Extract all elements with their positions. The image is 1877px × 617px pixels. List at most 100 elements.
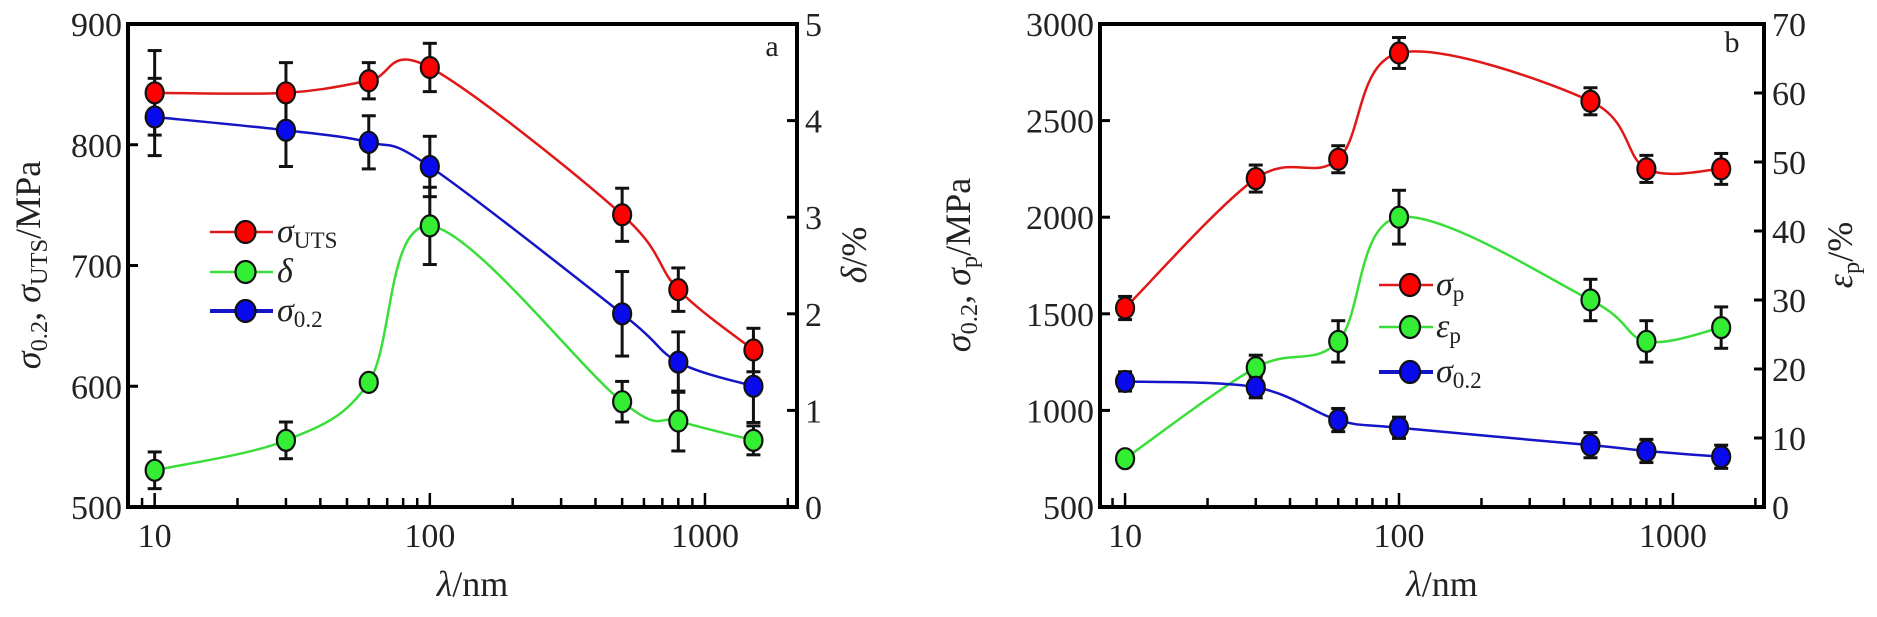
y-right-tick-label: 40 [1772,214,1806,251]
text-segment: UTS [26,239,53,285]
text-segment: 0.2 [956,304,983,335]
data-point [144,81,165,105]
x-tick-label: 1000 [671,518,739,555]
y-left-axis-title: σ0.2, σUTS/MPa [8,161,53,369]
panel-label: b [1725,26,1740,59]
data-point [1245,356,1266,380]
y-left-tick-label: 3000 [1026,7,1094,44]
data-point [358,69,379,93]
data-point [743,374,764,398]
text-segment: , [8,303,48,321]
text-segment: σ [277,292,295,329]
y-right-tick-label: 5 [805,7,822,44]
y-right-axis-title: εp/% [1820,222,1865,288]
legend-label: σ0.2 [277,292,323,333]
data-point [1388,205,1410,229]
legend-label: εp [1436,308,1461,349]
data-point [1580,288,1601,312]
text-segment: /MPa [8,161,48,239]
text-segment: ε [1820,273,1860,288]
legend-marker [1398,272,1422,298]
data-point [275,81,297,105]
y-right-tick-label: 2 [805,297,822,334]
text-segment: σ [1436,353,1454,390]
series-line [1124,50,1722,309]
text-segment: /nm [452,564,508,604]
y-left-tick-label: 900 [71,7,122,44]
data-point [1580,89,1601,113]
text-segment: /% [1820,222,1860,262]
text-segment: /MPa [938,178,978,256]
text-segment: σ [1436,266,1454,303]
y-right-tick-label: 1 [805,393,822,430]
data-point [668,350,689,374]
data-point [144,458,165,482]
legend-label: σ0.2 [1436,353,1482,394]
text-segment: UTS [294,228,338,254]
data-point [1388,41,1410,65]
plot-frame [126,22,799,509]
text-segment: , [938,286,978,304]
text-segment: 0.2 [1453,368,1482,394]
data-point [1328,408,1349,432]
data-point [612,203,633,227]
plot-frame [1098,22,1766,509]
text-segment: p [1838,262,1865,274]
x-axis-title: λ/nm [436,564,509,604]
y-left-tick-label: 1500 [1026,297,1094,334]
text-segment: p [1449,323,1461,349]
text-segment: σ [938,267,978,286]
y-right-tick-label: 4 [805,104,822,141]
text-segment: σ [8,350,48,369]
y-left-tick-label: 500 [71,490,122,527]
y-right-tick-label: 20 [1772,352,1806,389]
series-line [154,115,754,388]
text-segment: /nm [1422,564,1478,604]
text-segment: δ [834,265,874,283]
data-point [1711,316,1732,340]
text-segment: p [956,256,983,268]
y-right-axis-title: δ/% [834,227,874,284]
text-segment: 0.2 [26,321,53,352]
panel-label: a [765,30,778,63]
data-point [358,370,379,394]
y-right-tick-label: 70 [1772,7,1806,44]
y-left-tick-label: 600 [71,369,122,406]
data-point [1114,447,1136,471]
legend-marker [234,259,257,285]
data-point [1636,329,1657,353]
chart-panel-b: 10 100 1000 500 1000 1500 2000 2500 3000 0 10 20 30 4… [938,7,1865,604]
y-left-tick-label: 1000 [1026,393,1094,430]
data-point [1711,445,1732,469]
data-point [1328,329,1349,353]
text-segment: δ [277,253,294,290]
legend-marker [1398,314,1422,340]
text-segment: λ [1405,564,1422,604]
legend-marker [1398,359,1422,385]
legend-label: σUTS [277,213,337,254]
legend-marker [234,298,257,324]
text-segment: σ [277,213,295,250]
text-segment: σ [938,333,978,352]
y-right-tick-label: 0 [1772,490,1789,527]
legend-marker [234,219,257,245]
x-tick-label: 1000 [1639,518,1707,555]
data-point [1388,416,1410,440]
data-point [144,105,165,129]
data-point [419,214,440,238]
data-point [1636,439,1657,463]
data-point [275,118,297,142]
text-segment: λ [436,564,453,604]
series-line [1124,215,1722,460]
x-tick-label: 100 [1374,518,1425,555]
y-left-tick-label: 2000 [1026,200,1094,237]
data-point [1114,369,1136,394]
legend-label: δ [277,253,294,290]
data-point [275,428,297,452]
y-left-tick-label: 800 [71,128,122,165]
data-point [419,154,440,179]
y-right-tick-label: 0 [805,490,822,527]
